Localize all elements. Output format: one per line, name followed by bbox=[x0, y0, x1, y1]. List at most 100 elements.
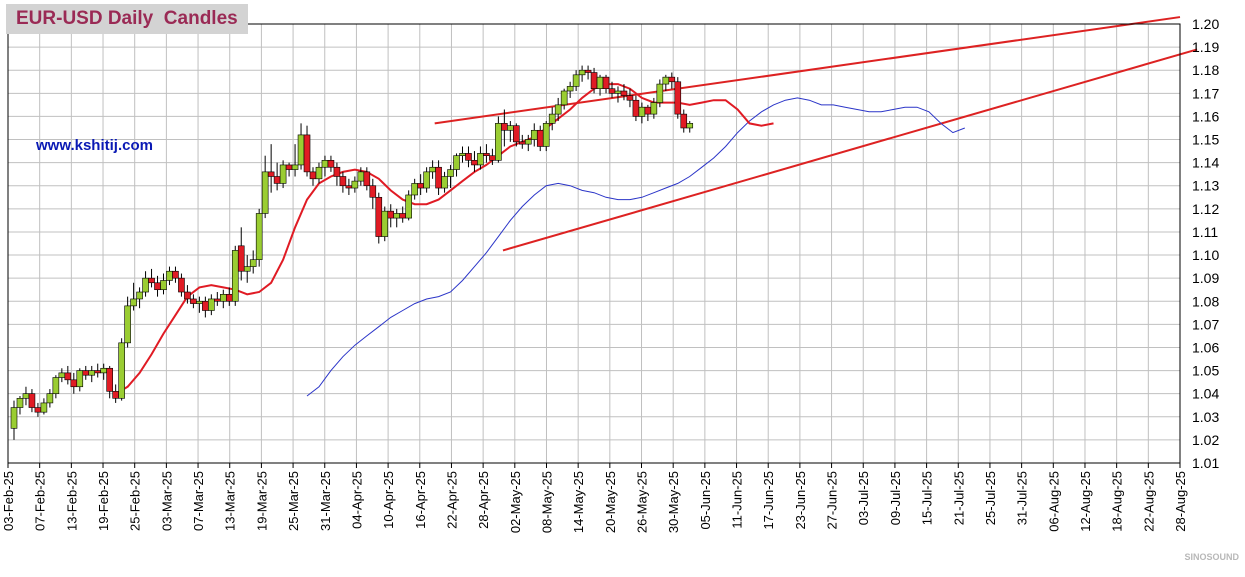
candle-body bbox=[489, 155, 496, 161]
x-tick-label: 03-Jul-25 bbox=[856, 471, 871, 525]
plot-frame bbox=[7, 23, 1181, 464]
x-tick-label: 28-Aug-25 bbox=[1173, 471, 1188, 532]
candle-body bbox=[321, 160, 329, 168]
candle-body bbox=[16, 398, 24, 408]
fast-moving-average bbox=[115, 83, 774, 395]
x-tick-label: 22-Aug-25 bbox=[1141, 471, 1156, 532]
candle-body bbox=[429, 166, 436, 173]
candle-body bbox=[417, 183, 424, 189]
candles bbox=[10, 65, 694, 440]
candle-body bbox=[267, 171, 275, 177]
candle-body bbox=[220, 294, 227, 302]
candle-body bbox=[369, 185, 377, 198]
candle-body bbox=[447, 169, 454, 177]
candle-body bbox=[590, 72, 598, 89]
y-tick-label: 1.07 bbox=[1192, 316, 1219, 332]
candle-body bbox=[399, 213, 407, 219]
candle-body bbox=[196, 300, 203, 304]
candle-body bbox=[118, 342, 125, 399]
moving-averages bbox=[115, 83, 965, 397]
candle-body bbox=[518, 141, 526, 145]
candle-body bbox=[381, 210, 389, 237]
candle-body bbox=[172, 270, 179, 279]
candle-body bbox=[64, 372, 72, 381]
y-tick-label: 1.02 bbox=[1192, 432, 1219, 448]
candle-body bbox=[339, 176, 347, 187]
candle-body bbox=[124, 305, 131, 344]
candle-body bbox=[76, 370, 84, 388]
candle-body bbox=[578, 69, 586, 76]
candle-body bbox=[237, 245, 245, 272]
candle-body bbox=[536, 129, 544, 147]
watermark-logo: SINOSOUND bbox=[1184, 552, 1239, 562]
x-tick-label: 16-Apr-25 bbox=[413, 471, 428, 529]
candle-body bbox=[154, 282, 161, 291]
candle-body bbox=[190, 298, 197, 304]
x-tick-label: 22-Apr-25 bbox=[444, 471, 459, 529]
candle-body bbox=[501, 123, 508, 131]
x-tick-label: 15-Jul-25 bbox=[920, 471, 935, 525]
x-tick-label: 12-Aug-25 bbox=[1078, 471, 1093, 532]
candle-body bbox=[620, 90, 628, 96]
x-tick-label: 09-Jul-25 bbox=[888, 471, 903, 525]
website-label: www.kshitij.com bbox=[36, 137, 153, 154]
candle-body bbox=[106, 367, 113, 392]
x-tick-label: 20-May-25 bbox=[603, 471, 618, 533]
candle-body bbox=[255, 213, 263, 260]
candle-body bbox=[261, 171, 269, 214]
candle-body bbox=[243, 266, 251, 272]
candle-body bbox=[22, 393, 30, 399]
candle-body bbox=[387, 210, 395, 219]
candle-body bbox=[345, 185, 353, 189]
candle-body bbox=[393, 213, 401, 219]
candle-body bbox=[363, 171, 371, 187]
x-tick-label: 06-Aug-25 bbox=[1046, 471, 1061, 532]
candle-body bbox=[166, 270, 173, 281]
candle-body bbox=[178, 277, 185, 293]
candle-body bbox=[542, 123, 550, 147]
candle-body bbox=[626, 95, 634, 101]
x-tick-label: 03-Mar-25 bbox=[159, 471, 174, 531]
y-tick-label: 1.16 bbox=[1192, 108, 1219, 124]
candle-body bbox=[584, 69, 592, 73]
axes: 1.01 1.02 1.03 1.04 1.05 1.06 1.07 1.08 1.09 1.10… bbox=[1, 16, 1219, 533]
candle-body bbox=[662, 76, 670, 85]
candle-body bbox=[88, 370, 96, 376]
y-tick-label: 1.01 bbox=[1192, 455, 1219, 471]
x-tick-label: 07-Feb-25 bbox=[33, 471, 48, 531]
slow-moving-average bbox=[306, 97, 965, 397]
chart-title: EUR-USD Daily Candles bbox=[6, 4, 248, 34]
candle-body bbox=[548, 113, 556, 124]
candle-body bbox=[572, 74, 580, 87]
candle-body bbox=[656, 83, 664, 103]
candle-body bbox=[644, 106, 652, 115]
x-tick-label: 05-Jun-25 bbox=[698, 471, 713, 530]
candle-body bbox=[495, 123, 502, 161]
candle-body bbox=[650, 102, 658, 115]
candle-body bbox=[423, 171, 430, 189]
y-tick-label: 1.14 bbox=[1192, 155, 1219, 171]
candle-body bbox=[112, 391, 119, 399]
candle-body bbox=[214, 298, 221, 302]
x-tick-label: 08-May-25 bbox=[539, 471, 554, 533]
y-tick-label: 1.12 bbox=[1192, 201, 1219, 217]
candle-body bbox=[34, 407, 42, 413]
candle-body bbox=[471, 160, 478, 166]
candle-body bbox=[411, 183, 418, 196]
candle-body bbox=[142, 277, 149, 293]
candle-body bbox=[686, 123, 694, 129]
candle-body bbox=[405, 194, 412, 219]
y-tick-label: 1.15 bbox=[1192, 132, 1219, 148]
y-tick-label: 1.11 bbox=[1192, 224, 1218, 240]
y-tick-label: 1.09 bbox=[1192, 270, 1219, 286]
candle-body bbox=[513, 125, 520, 143]
y-tick-label: 1.20 bbox=[1192, 16, 1219, 32]
candle-body bbox=[674, 81, 682, 115]
candle-body bbox=[524, 139, 532, 145]
y-tick-label: 1.13 bbox=[1192, 178, 1219, 194]
x-tick-label: 13-Mar-25 bbox=[223, 471, 238, 531]
y-tick-label: 1.19 bbox=[1192, 39, 1219, 55]
x-tick-label: 28-Apr-25 bbox=[476, 471, 491, 529]
candle-body bbox=[483, 153, 490, 157]
